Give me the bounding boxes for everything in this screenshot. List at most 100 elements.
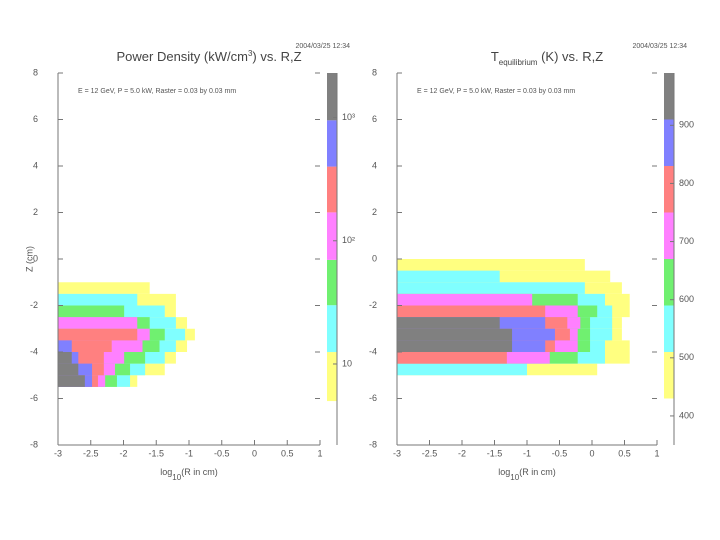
colorbar-tick-label: 600 xyxy=(679,294,694,304)
x-tick-label: -2 xyxy=(458,448,466,458)
x-tick-label: 0.5 xyxy=(618,448,631,458)
y-tick-label: -6 xyxy=(369,393,377,403)
colorbar-tick-label: 400 xyxy=(679,410,694,420)
text-part: T xyxy=(491,49,499,64)
x-tick-label: -2.5 xyxy=(422,448,438,458)
colorbar-tick-label: 700 xyxy=(679,236,694,246)
y-tick-label: 6 xyxy=(372,114,377,124)
y-tick-label: 2 xyxy=(372,207,377,217)
x-tick-label: -3 xyxy=(54,448,62,458)
colorbar-tick-label: 10² xyxy=(342,235,355,245)
text-part: 10 xyxy=(172,473,181,482)
chart-title: Power Density (kW/cm3) vs. R,Z xyxy=(116,49,301,65)
y-tick-label: 2 xyxy=(33,207,38,217)
contour-cell xyxy=(58,340,72,352)
x-tick-label: 1 xyxy=(317,448,322,458)
contour-cell xyxy=(58,352,72,364)
contour-cell xyxy=(58,282,150,294)
y-tick-label: -6 xyxy=(30,393,38,403)
colorbar-tick-label: 900 xyxy=(679,120,694,130)
x-tick-label: -1.5 xyxy=(148,448,164,458)
colorbar-segment xyxy=(664,305,674,352)
text-part: 10 xyxy=(510,473,519,482)
contour-cell xyxy=(58,340,112,352)
contour-cell xyxy=(58,352,104,364)
chart-title: Tequilibrium (K) vs. R,Z xyxy=(491,49,603,66)
y-tick-label: -2 xyxy=(369,300,377,310)
x-tick-label: -2 xyxy=(119,448,127,458)
x-tick-label: 1 xyxy=(654,448,659,458)
colorbar-segment xyxy=(664,212,674,259)
x-axis-label: log10(R in cm) xyxy=(160,467,217,481)
timestamp: 2004/03/25 12:34 xyxy=(296,43,351,50)
x-tick-label: 0 xyxy=(252,448,257,458)
colorbar-segment xyxy=(664,73,674,120)
text-part: Power Density (kW/cm xyxy=(116,49,247,64)
text-part: log xyxy=(498,467,510,477)
x-tick-label: 0.5 xyxy=(281,448,294,458)
x-tick-label: -0.5 xyxy=(552,448,568,458)
y-tick-label: 8 xyxy=(372,67,377,77)
text-part: (R in cm) xyxy=(181,467,218,477)
colorbar-segment xyxy=(327,352,337,402)
contour-cell xyxy=(397,293,533,306)
text-part: ) vs. R,Z xyxy=(252,49,301,64)
colorbar-tick-label: 800 xyxy=(679,178,694,188)
y-tick-label: 8 xyxy=(33,67,38,77)
colorbar-segment xyxy=(327,120,337,167)
colorbar-segment xyxy=(327,212,337,260)
text-part: equilibrium xyxy=(499,58,538,67)
y-tick-label: -8 xyxy=(369,439,377,449)
colorbar-segment xyxy=(327,73,337,121)
contour-cell xyxy=(58,363,79,376)
y-tick-label: 6 xyxy=(33,114,38,124)
contour-cell xyxy=(397,340,513,352)
contour-cell xyxy=(58,293,138,306)
x-tick-label: -1.5 xyxy=(487,448,503,458)
contour-cell xyxy=(58,375,85,387)
colorbar-segment xyxy=(664,166,674,213)
contour-cell xyxy=(58,317,138,329)
contour-cell xyxy=(397,270,500,283)
y-tick-label: -4 xyxy=(30,346,38,356)
text-part: log xyxy=(160,467,172,477)
y-tick-label: -8 xyxy=(30,439,38,449)
colorbar-segment xyxy=(664,352,674,399)
timestamp: 2004/03/25 12:34 xyxy=(633,43,688,50)
y-tick-label: 0 xyxy=(372,253,377,263)
annotation: E = 12 GeV, P = 5.0 kW, Raster = 0.03 by… xyxy=(417,88,575,95)
colorbar-tick-label: 10 xyxy=(342,358,352,368)
y-tick-label: 4 xyxy=(33,160,38,170)
text-part: (R in cm) xyxy=(519,467,556,477)
text-part: (K) vs. R,Z xyxy=(537,49,603,64)
contour-cell xyxy=(397,352,507,364)
colorbar-tick-label: 500 xyxy=(679,352,694,362)
contour-cell xyxy=(397,305,546,318)
contour-cell xyxy=(58,305,125,318)
colorbar-segment xyxy=(664,259,674,306)
contour-cell xyxy=(58,328,138,341)
x-tick-label: -1 xyxy=(523,448,531,458)
x-tick-label: -1 xyxy=(185,448,193,458)
contour-cell xyxy=(397,363,527,376)
annotation: E = 12 GeV, P = 5.0 kW, Raster = 0.03 by… xyxy=(78,88,236,95)
x-tick-label: -2.5 xyxy=(83,448,99,458)
contour-cell xyxy=(397,328,513,341)
y-tick-label: 4 xyxy=(372,160,377,170)
colorbar-segment xyxy=(664,119,674,166)
contour-cell xyxy=(397,259,585,271)
colorbar-segment xyxy=(327,166,337,213)
y-tick-label: -4 xyxy=(369,346,377,356)
x-axis-label: log10(R in cm) xyxy=(498,467,555,481)
y-tick-label: -2 xyxy=(30,300,38,310)
x-tick-label: 0 xyxy=(589,448,594,458)
y-tick-label: 0 xyxy=(33,253,38,263)
contour-cell xyxy=(397,317,500,329)
contour-cell xyxy=(397,270,611,283)
y-axis-label: Z (cm) xyxy=(24,246,34,272)
colorbar-segment xyxy=(327,259,337,306)
contour-cell xyxy=(397,282,585,294)
colorbar-segment xyxy=(327,305,337,353)
